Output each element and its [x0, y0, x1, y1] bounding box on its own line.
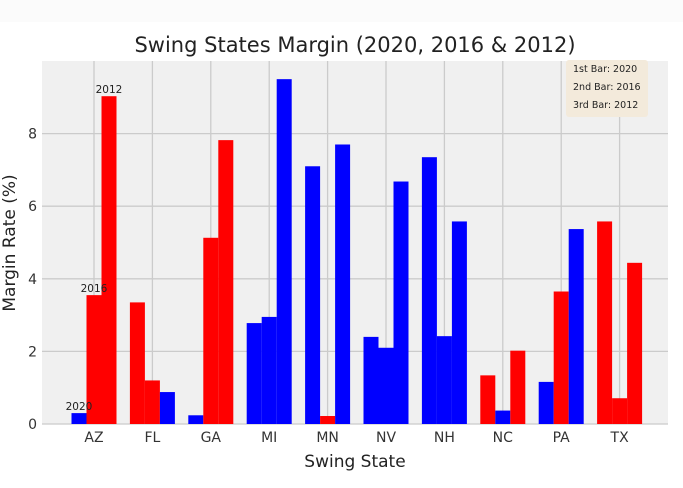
legend-line-3: 3rd Bar: 2012 [573, 100, 639, 111]
bar-nh-2020 [421, 157, 437, 424]
bar-fl-2020 [129, 302, 145, 424]
bar-annotation: 2012 [96, 84, 123, 96]
bar-pa-2016 [553, 291, 569, 424]
bar-mi-2020 [246, 323, 262, 424]
bar-fl-2016 [144, 380, 160, 424]
bar-ga-2016 [203, 237, 219, 424]
bar-az-2016 [86, 295, 102, 424]
bar-fl-2012 [159, 392, 175, 424]
x-axis-label: Swing State [304, 452, 405, 472]
y-tick-label: 2 [28, 344, 37, 360]
y-axis-label: Margin Rate (%) [0, 174, 20, 311]
bar-tx-2012 [627, 262, 643, 424]
bar-nc-2016 [495, 410, 511, 424]
y-tick-label: 8 [28, 127, 37, 143]
bar-pa-2012 [568, 229, 584, 424]
x-tick-label: TX [610, 430, 630, 446]
bar-mn-2016 [320, 416, 336, 424]
bar-nc-2020 [480, 375, 496, 424]
bar-tx-2020 [597, 221, 613, 424]
bar-pa-2020 [538, 381, 554, 424]
x-tick-label: AZ [84, 430, 103, 446]
bar-az-2012 [101, 96, 117, 424]
legend-line-2: 2nd Bar: 2016 [573, 82, 641, 93]
bar-annotation: 2020 [66, 401, 93, 413]
bar-mi-2016 [261, 316, 277, 424]
top-strip [0, 0, 683, 22]
bar-mn-2012 [335, 144, 351, 425]
bar-nv-2016 [378, 347, 394, 424]
x-tick-label: NV [376, 430, 396, 446]
x-tick-label: NH [434, 430, 455, 446]
x-tick-label: MN [316, 430, 339, 446]
x-tick-label: GA [201, 430, 222, 446]
bar-nv-2020 [363, 336, 379, 424]
bar-tx-2016 [612, 398, 628, 424]
bar-mn-2020 [305, 166, 321, 424]
bar-annotation: 2016 [81, 283, 108, 295]
bar-nv-2012 [393, 181, 409, 424]
y-tick-label: 0 [28, 417, 37, 433]
chart-title: Swing States Margin (2020, 2016 & 2012) [134, 33, 575, 57]
y-tick-label: 6 [28, 199, 37, 215]
bar-ga-2020 [188, 415, 204, 424]
y-tick-label: 4 [28, 272, 37, 288]
bar-nh-2012 [451, 221, 467, 424]
legend-box [566, 60, 648, 117]
x-tick-label: PA [553, 430, 571, 446]
y-tick-labels: 0 2 4 6 8 [28, 127, 37, 433]
bar-mi-2012 [276, 79, 292, 425]
legend-line-1: 1st Bar: 2020 [573, 64, 638, 75]
bar-nc-2012 [510, 350, 526, 424]
bars-group [71, 79, 643, 425]
x-tick-label: NC [493, 430, 513, 446]
x-tick-label: FL [144, 430, 160, 446]
bar-nh-2016 [436, 336, 452, 424]
bar-ga-2012 [218, 140, 234, 424]
x-tick-labels: AZ FL GA MI MN NV NH NC PA TX [84, 430, 629, 446]
x-tick-label: MI [261, 430, 277, 446]
bar-annotations: 2020 2016 2012 [66, 84, 123, 413]
bar-az-2020 [71, 413, 87, 424]
